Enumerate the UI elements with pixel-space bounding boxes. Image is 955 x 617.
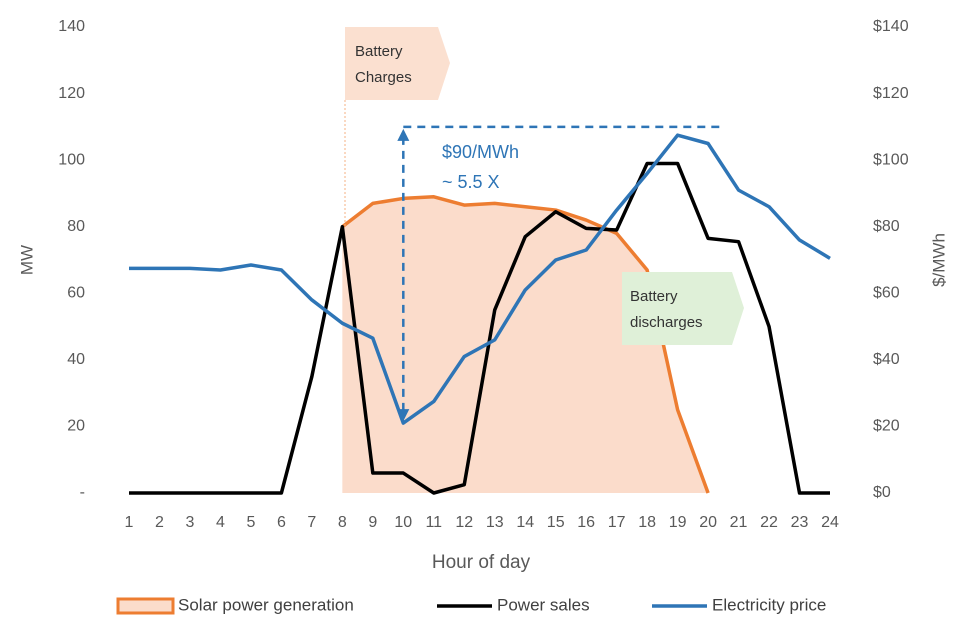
legend-label: Power sales (497, 595, 590, 614)
y2-tick-label: $140 (873, 18, 909, 35)
y-axis-title: MW (17, 245, 36, 275)
y2-tick-label: $40 (873, 351, 900, 368)
y-tick-label: 40 (67, 351, 85, 368)
x-tick-label: 21 (730, 514, 748, 531)
plot: -20406080100120140$0$20$40$60$80$100$120… (58, 18, 909, 615)
annotation: $90/MWh (442, 142, 519, 162)
x-tick-label: 3 (186, 514, 195, 531)
y2-tick-label: $20 (873, 418, 900, 435)
y-tick-label: 20 (67, 418, 85, 435)
x-tick-label: 18 (638, 514, 656, 531)
y2-tick-label: $80 (873, 218, 900, 235)
x-tick-label: 11 (425, 514, 442, 531)
y2-tick-label: $120 (873, 85, 909, 102)
annotation: Battery (630, 288, 678, 305)
legend-label: Solar power generation (178, 595, 354, 614)
x-tick-label: 1 (125, 514, 134, 531)
x-axis-title: Hour of day (432, 552, 531, 573)
y-tick-label: 80 (67, 218, 85, 235)
y-tick-label: 60 (67, 285, 85, 302)
x-tick-label: 4 (216, 514, 225, 531)
annotation: Battery (355, 43, 403, 60)
x-tick-label: 12 (455, 514, 473, 531)
x-tick-label: 8 (338, 514, 347, 531)
y-tick-label: 100 (58, 151, 85, 168)
x-tick-label: 19 (669, 514, 687, 531)
y-tick-label: 140 (58, 18, 85, 35)
line (129, 133, 831, 425)
x-tick-label: 2 (155, 514, 164, 531)
x-tick-label: 17 (608, 514, 626, 531)
arrow-head (397, 128, 410, 141)
x-tick-label: 7 (307, 514, 316, 531)
y-tick-label: 120 (58, 85, 85, 102)
x-tick-label: 16 (577, 514, 595, 531)
annotation: Charges (355, 69, 412, 86)
arrow-head (397, 409, 410, 422)
annotation: discharges (630, 314, 703, 331)
x-tick-label: 23 (791, 514, 809, 531)
x-tick-label: 5 (246, 514, 255, 531)
legend-swatch (116, 597, 175, 615)
area (342, 196, 709, 493)
x-tick-label: 20 (699, 514, 717, 531)
charge-callout (345, 27, 450, 100)
y2-tick-label: $100 (873, 151, 909, 168)
y2-tick-label: $60 (873, 285, 900, 302)
x-tick-label: 14 (516, 514, 534, 531)
y-tick-label: - (80, 484, 85, 501)
x-tick-label: 13 (486, 514, 504, 531)
discharge-callout (622, 272, 744, 345)
x-tick-label: 24 (821, 514, 839, 531)
x-tick-label: 10 (394, 514, 412, 531)
y2-axis-title: $/MWh (929, 233, 948, 287)
line (129, 161, 830, 495)
x-tick-label: 6 (277, 514, 286, 531)
legend-label: Electricity price (712, 595, 826, 614)
x-tick-label: 9 (368, 514, 377, 531)
x-tick-label: 15 (547, 514, 565, 531)
x-tick-label: 22 (760, 514, 778, 531)
y2-tick-label: $0 (873, 484, 891, 501)
annotation: ~ 5.5 X (442, 172, 500, 192)
